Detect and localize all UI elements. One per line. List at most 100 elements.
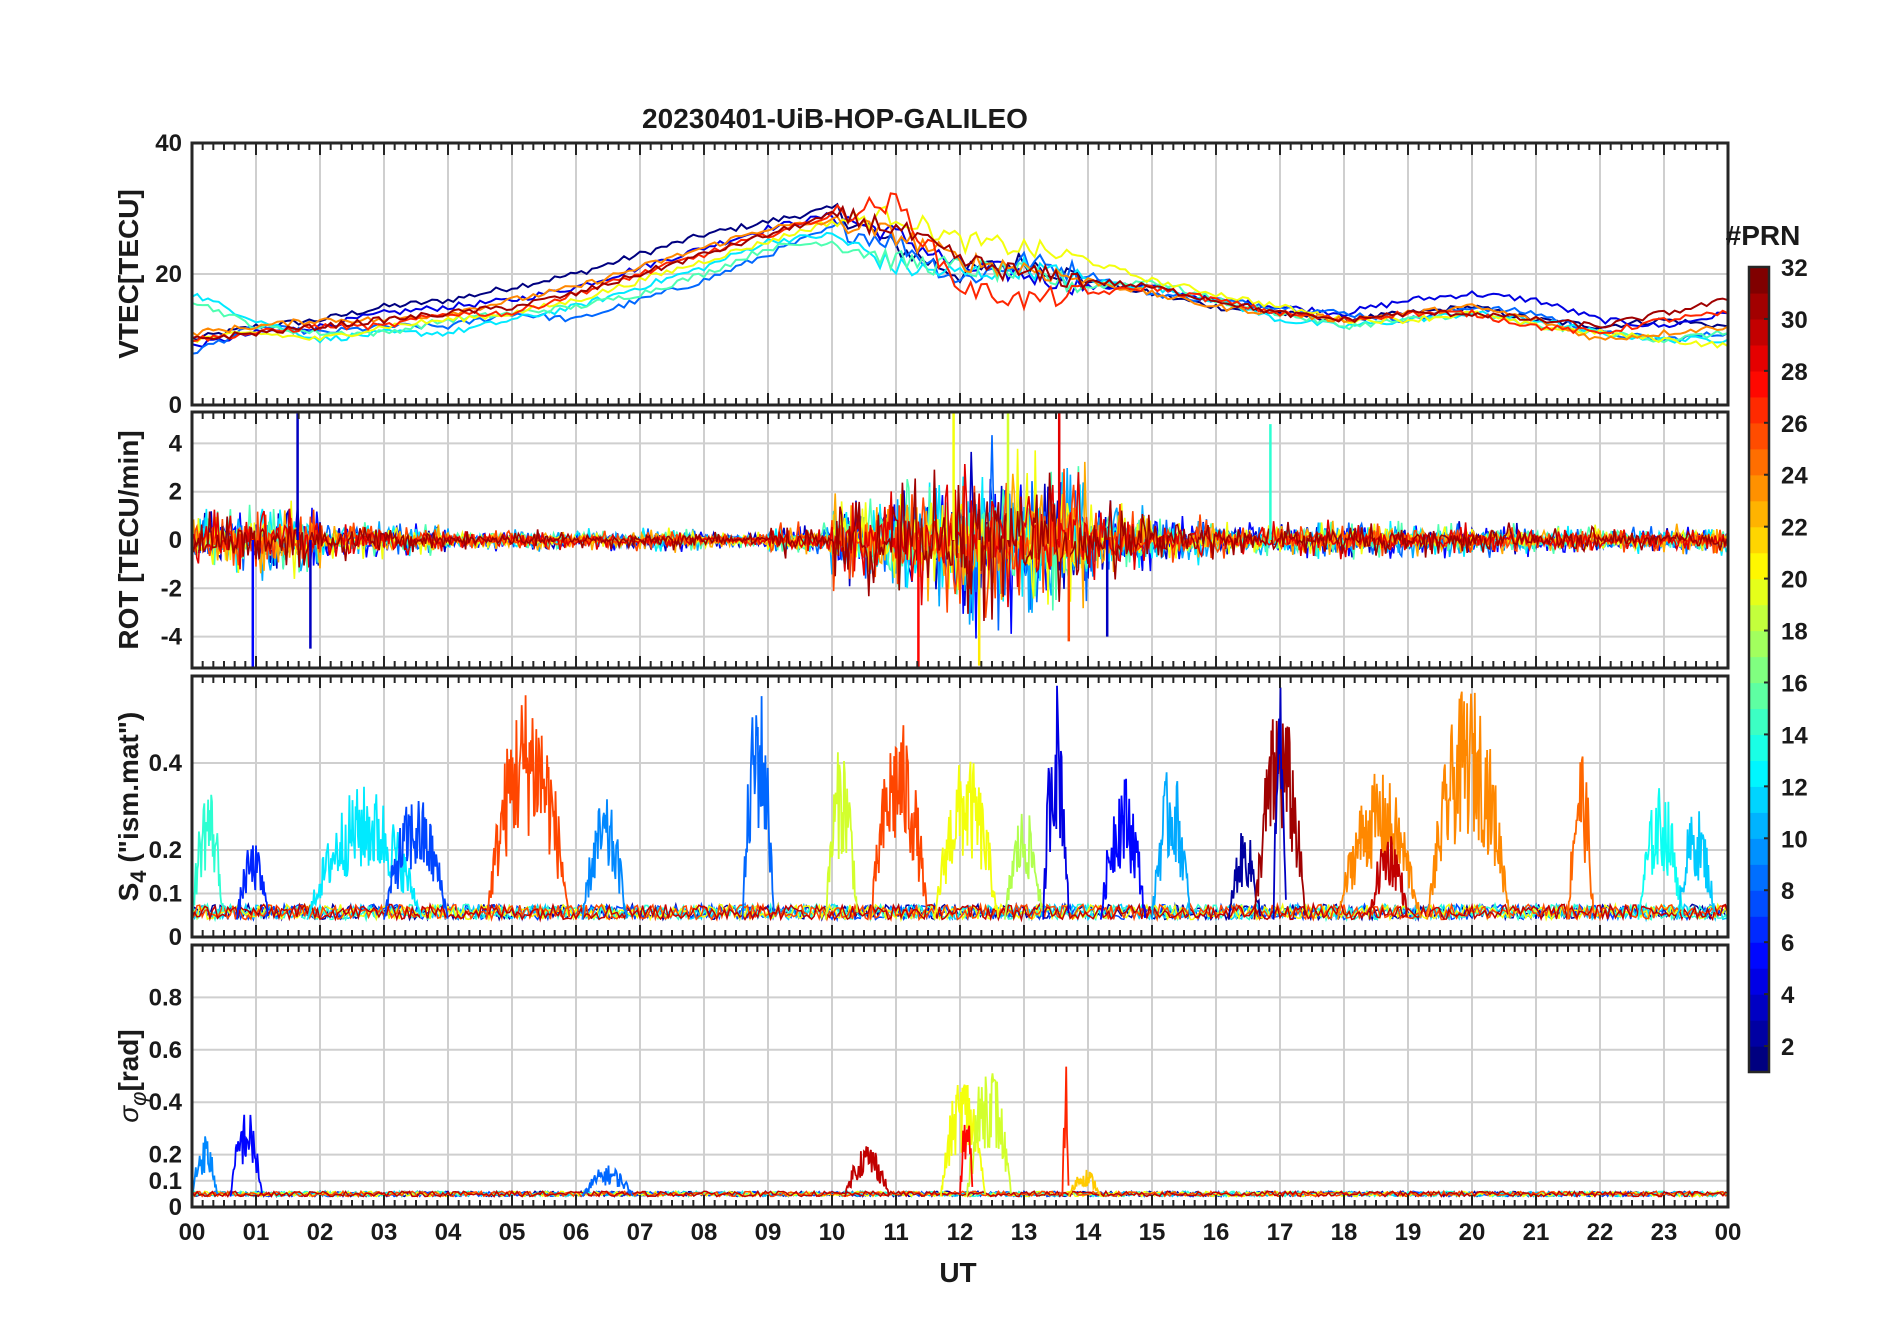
colorbar-band (1749, 267, 1769, 294)
x-tick-label: 11 (883, 1219, 908, 1246)
burst-prn-2 (1227, 833, 1262, 920)
x-tick-label: 00 (1715, 1219, 1742, 1246)
burst-prn-19 (965, 1073, 1012, 1197)
burst-prn-5 (1099, 778, 1147, 920)
colorbar-tick-label: 14 (1781, 722, 1808, 749)
colorbar-band (1749, 864, 1769, 891)
colorbar-tick-label: 12 (1781, 774, 1808, 801)
burst-prn-8 (581, 1165, 634, 1197)
y-tick-label: 4 (169, 430, 183, 457)
x-tick-label: 10 (819, 1219, 846, 1246)
burst-prn-9 (192, 1136, 219, 1197)
burst-prn-7 (383, 800, 449, 920)
colorbar-band (1749, 838, 1769, 865)
y-tick-label: 0.1 (149, 1168, 182, 1195)
y-tick-label: 0.1 (149, 881, 182, 908)
colorbar-tick-label: 2 (1781, 1034, 1794, 1061)
y-tick-label: 0.4 (149, 750, 183, 777)
colorbar-tick-label: 22 (1781, 515, 1808, 542)
colorbar-tick-label: 18 (1781, 619, 1808, 646)
colorbar-band (1749, 448, 1769, 476)
burst-prn-5 (229, 1114, 263, 1197)
burst-prn-30 (843, 1146, 891, 1197)
burst-prn-24 (1336, 773, 1422, 920)
colorbar-band (1749, 500, 1769, 528)
x-tick-label: 03 (371, 1219, 398, 1246)
vtec-series-prn-24 (192, 215, 1728, 341)
colorbar-tick-label: 24 (1781, 463, 1808, 490)
y-tick-label: 0 (169, 527, 182, 554)
burst-prn-20 (939, 1084, 987, 1197)
x-tick-label: 09 (755, 1219, 782, 1246)
x-tick-label: 06 (563, 1219, 590, 1246)
rot-series-prn-31 (192, 469, 1728, 622)
colorbar-label: #PRN (1726, 220, 1801, 251)
colorbar-tick-label: 8 (1781, 878, 1794, 905)
burst-prn-12 (306, 786, 423, 920)
burst-prn-26 (485, 695, 571, 920)
colorbar-band (1749, 318, 1769, 346)
x-tick-label: 22 (1587, 1219, 1614, 1246)
colorbar-tick-label: 16 (1781, 670, 1808, 697)
y-tick-label: 0.6 (149, 1037, 182, 1064)
x-tick-label: 14 (1075, 1219, 1102, 1246)
colorbar-band (1749, 812, 1769, 839)
vtec-series-prn-12 (192, 231, 1728, 344)
rot-series-prn-26 (192, 468, 1728, 618)
colorbar-band (1749, 396, 1769, 424)
x-tick-label: 20 (1459, 1219, 1486, 1246)
colorbar-band (1749, 370, 1769, 398)
colorbar-band (1749, 916, 1769, 943)
burst-prn-6 (235, 845, 270, 920)
colorbar-band (1749, 344, 1769, 372)
colorbar-band (1749, 708, 1769, 736)
colorbar-band (1749, 552, 1769, 580)
burst-prn-25 (1567, 756, 1595, 920)
data-layer (192, 685, 1728, 923)
colorbar-band (1749, 656, 1769, 684)
burst-prn-22 (1067, 1169, 1102, 1197)
x-tick-label: 02 (307, 1219, 334, 1246)
burst-prn-20 (933, 761, 999, 920)
y-tick-label: 40 (155, 130, 182, 157)
x-tick-label: 01 (243, 1219, 270, 1246)
colorbar-band (1749, 526, 1769, 554)
y-axis-label-2: ROT [TECU/min] (113, 430, 144, 649)
x-axis: 00 01 02 03 04 05 06 07 08 09 10 11 12 13 14 15 16 17 18 19… (179, 1219, 1742, 1246)
x-tick-label: 12 (947, 1219, 974, 1246)
baseline-series-prn-26 (192, 901, 1728, 923)
x-tick-label: 18 (1331, 1219, 1358, 1246)
rot-series-prn-23 (192, 461, 1728, 609)
colorbar-band (1749, 474, 1769, 502)
colorbar-band (1749, 1046, 1769, 1073)
x-axis-label: UT (939, 1257, 976, 1288)
colorbar-band (1749, 994, 1769, 1021)
x-tick-label: 13 (1011, 1219, 1038, 1246)
colorbar-band (1749, 578, 1769, 606)
colorbar-tick-label: 32 (1781, 255, 1808, 282)
vtec-series-prn-31 (192, 204, 1728, 341)
colorbar-band (1749, 682, 1769, 710)
colorbar-band (1749, 786, 1769, 813)
colorbar-band (1749, 422, 1769, 450)
y-tick-label: 0 (169, 924, 182, 951)
y-tick-label: 20 (155, 261, 182, 288)
vtec-series-prn-4 (192, 211, 1728, 349)
x-tick-label: 17 (1267, 1219, 1294, 1246)
x-tick-label: 21 (1523, 1219, 1550, 1246)
colorbar-tick-label: 6 (1781, 930, 1794, 957)
colorbar-band (1749, 968, 1769, 995)
x-tick-label: 15 (1139, 1219, 1166, 1246)
burst-prn-9 (581, 799, 628, 920)
panel-2: -4 -2 0 2 4 ROT [TECU/min] (113, 410, 1730, 670)
data-layer (192, 412, 1728, 668)
colorbar-band (1749, 890, 1769, 917)
burst-prn-19 (824, 752, 858, 920)
data-layer (192, 192, 1728, 355)
colorbar-tick-label: 30 (1781, 307, 1808, 334)
colorbar-tick-label: 28 (1781, 359, 1808, 386)
colorbar-band (1749, 760, 1769, 787)
